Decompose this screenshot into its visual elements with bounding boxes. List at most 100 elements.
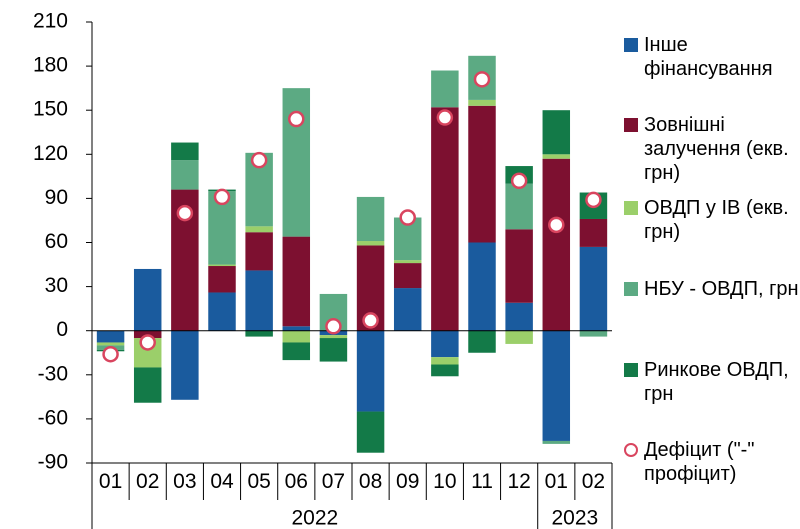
deficit-point bbox=[510, 172, 528, 190]
legend-marker bbox=[624, 38, 638, 52]
deficit-point bbox=[548, 216, 565, 234]
x-tick-label: 02 bbox=[136, 470, 159, 493]
bar-segment bbox=[245, 330, 273, 337]
deficit-point bbox=[436, 109, 454, 126]
bar-segment bbox=[468, 99, 496, 106]
bar-segment bbox=[282, 342, 311, 361]
legend-marker bbox=[624, 443, 638, 457]
bar-segment bbox=[393, 263, 422, 289]
bar-segment bbox=[393, 260, 422, 264]
deficit-point bbox=[176, 204, 194, 222]
legend-marker bbox=[624, 363, 638, 377]
bar-segment bbox=[579, 246, 608, 331]
bar-segment bbox=[542, 110, 571, 155]
y-tick-label: -60 bbox=[38, 406, 68, 429]
deficit-point bbox=[325, 318, 342, 335]
bar-segment bbox=[208, 266, 236, 293]
x-tick-label: 06 bbox=[285, 470, 308, 493]
x-tick-label: 02 bbox=[582, 470, 605, 493]
y-tick-label: 180 bbox=[33, 54, 68, 77]
bar-segment bbox=[505, 229, 533, 303]
bar-segment bbox=[468, 105, 496, 243]
legend-label: Зовнішні залучення (екв. грн) bbox=[644, 114, 789, 184]
bar-segment bbox=[133, 268, 162, 331]
deficit-point bbox=[362, 312, 379, 329]
bar-segment bbox=[133, 367, 162, 403]
legend-label: ОВДП у ІВ (екв. грн) bbox=[644, 197, 789, 243]
y-tick-label: 120 bbox=[33, 142, 68, 165]
x-tick-label: 04 bbox=[210, 470, 234, 493]
y-tick-label: 60 bbox=[45, 230, 68, 253]
x-tick-label: 03 bbox=[173, 470, 196, 493]
bar-segment bbox=[208, 264, 236, 267]
legend-label: Дефіцит ("-" профіцит) bbox=[644, 439, 755, 485]
bar-segment bbox=[431, 70, 459, 108]
group-label: 2023 bbox=[551, 507, 598, 529]
bar-segment bbox=[579, 218, 608, 247]
y-tick-label: 90 bbox=[45, 186, 68, 209]
bar-segment bbox=[245, 232, 273, 271]
deficit-point bbox=[213, 188, 231, 206]
bar-segment bbox=[96, 330, 125, 343]
deficit-point bbox=[139, 334, 156, 351]
x-tick-label: 12 bbox=[507, 470, 530, 493]
x-tick-label: 10 bbox=[433, 470, 456, 493]
bar-segment bbox=[96, 342, 125, 346]
x-tick-label: 05 bbox=[247, 470, 270, 493]
legend-marker bbox=[624, 282, 638, 296]
x-tick-label: 01 bbox=[99, 470, 122, 493]
bar-segment bbox=[356, 411, 385, 453]
bar-segment bbox=[468, 330, 496, 353]
deficit-point bbox=[399, 209, 416, 226]
bar-segment bbox=[356, 330, 385, 412]
bar-segment bbox=[245, 270, 273, 331]
legend-label: Інше фінансування bbox=[644, 34, 773, 80]
bar-segment bbox=[542, 330, 571, 441]
y-tick-label: 150 bbox=[33, 98, 68, 121]
deficit-point bbox=[473, 71, 491, 88]
bar-segment bbox=[542, 154, 571, 159]
y-tick-label: -90 bbox=[38, 451, 68, 474]
deficit-point bbox=[250, 151, 268, 169]
bar-segment bbox=[431, 330, 459, 358]
bar-segment bbox=[282, 236, 311, 327]
bar-segment bbox=[282, 88, 311, 237]
legend-label: НБУ - ОВДП, грн bbox=[644, 278, 799, 300]
y-tick-label: 0 bbox=[56, 318, 68, 341]
legend-marker bbox=[624, 118, 638, 132]
bar-segment bbox=[319, 335, 348, 339]
bar-segment bbox=[356, 196, 385, 242]
x-tick-label: 11 bbox=[471, 470, 493, 493]
bar-segment bbox=[356, 241, 385, 246]
bar-segment bbox=[579, 330, 608, 337]
bar-segment bbox=[431, 357, 459, 365]
bar-segment bbox=[245, 226, 273, 233]
bar-segment bbox=[171, 160, 199, 190]
deficit-point bbox=[585, 191, 602, 209]
y-tick-label: -30 bbox=[38, 362, 68, 385]
bar-segment bbox=[431, 364, 459, 377]
deficit-point bbox=[288, 110, 305, 128]
deficit-point bbox=[102, 345, 119, 363]
bar-segment bbox=[542, 158, 571, 331]
y-tick-label: 210 bbox=[33, 10, 68, 33]
bar-segment bbox=[171, 330, 199, 400]
bar-segment bbox=[208, 292, 236, 331]
bar-segment bbox=[505, 183, 533, 230]
bar-segment bbox=[431, 107, 459, 331]
x-tick-label: 08 bbox=[359, 470, 382, 493]
bar-segment bbox=[393, 288, 422, 331]
x-tick-label: 01 bbox=[545, 470, 568, 493]
legend-marker bbox=[624, 201, 638, 215]
bar-segment bbox=[171, 142, 199, 161]
bar-segment bbox=[505, 302, 533, 331]
bar-segment bbox=[282, 326, 311, 331]
bar-segment bbox=[505, 330, 533, 344]
y-tick-label: 30 bbox=[45, 274, 68, 297]
x-tick-label: 07 bbox=[322, 470, 345, 493]
group-label: 2022 bbox=[291, 507, 338, 529]
x-tick-label: 09 bbox=[396, 470, 419, 493]
bar-segment bbox=[468, 242, 496, 331]
